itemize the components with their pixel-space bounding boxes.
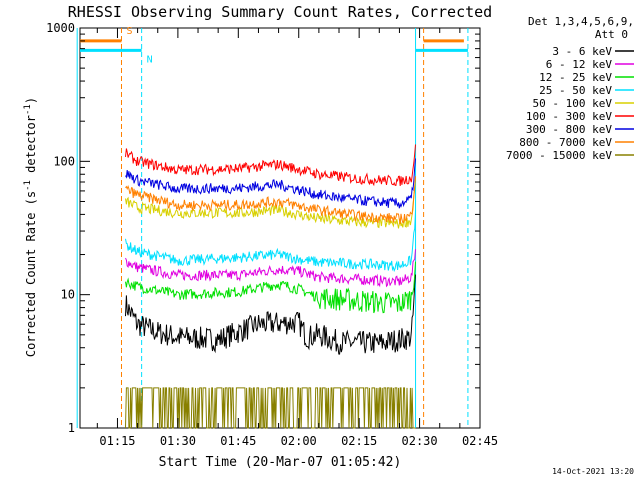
legend-entry-label: 100 - 300 keV (526, 110, 612, 123)
series-line-800-7000-kev (125, 176, 416, 225)
x-tick-label: 01:45 (220, 434, 256, 448)
chart-title: RHESSI Observing Summary Count Rates, Co… (68, 3, 492, 21)
series-line-7000-15000-kev (125, 387, 416, 429)
y-axis-label: Corrected Count Rate (s-1 detector-1) (23, 97, 38, 357)
footer-date: 14-Oct-2021 13:20 (552, 467, 634, 476)
series-line-300-800-kev (125, 158, 416, 209)
plot-frame (79, 27, 481, 429)
plot-area: SN (76, 26, 481, 429)
legend-entry-label: 12 - 25 keV (539, 71, 612, 84)
x-tick-label: 02:45 (462, 434, 498, 448)
y-tick-label: 1 (68, 421, 75, 435)
series-line-25-50-kev (125, 209, 416, 273)
legend-entry-label: 3 - 6 keV (552, 45, 612, 58)
x-axis-label: Start Time (20-Mar-07 01:05:42) (159, 455, 402, 470)
annotation-night-label: N (147, 54, 153, 65)
y-axis: 1 10 100 1000 (46, 21, 480, 435)
annotation-saa-label: S (126, 26, 132, 37)
legend-entry-label: 25 - 50 keV (539, 84, 612, 97)
legend-header-line-2: Att 0 (595, 28, 628, 41)
y-tick-label: 100 (53, 154, 75, 168)
x-tick-label: 02:30 (402, 434, 438, 448)
legend-entry-label: 7000 - 15000 keV (506, 149, 612, 162)
series-line-100-300-kev (125, 144, 416, 187)
y-tick-label: 1000 (46, 21, 75, 35)
series-line-3-6-kev (125, 274, 416, 355)
x-tick-label: 01:30 (160, 434, 196, 448)
legend-entry-label: 6 - 12 keV (546, 58, 613, 71)
x-tick-label: 01:15 (99, 434, 135, 448)
series-line-12-25-kev (125, 261, 416, 314)
legend-entry-label: 50 - 100 keV (533, 97, 613, 110)
legend-entry-label: 300 - 800 keV (526, 123, 612, 136)
legend-header-line-1: Det 1,3,4,5,6,9, (528, 15, 634, 28)
legend-entry-label: 800 - 7000 keV (519, 136, 612, 149)
series-line-50-100-kev (125, 178, 416, 229)
x-axis: 01:15 01:30 01:45 02:00 02:15 02:30 02:45 (96, 28, 498, 448)
series-line-6-12-kev (125, 249, 416, 288)
x-tick-label: 02:00 (281, 434, 317, 448)
x-tick-label: 02:15 (341, 434, 377, 448)
y-tick-label: 10 (61, 288, 75, 302)
